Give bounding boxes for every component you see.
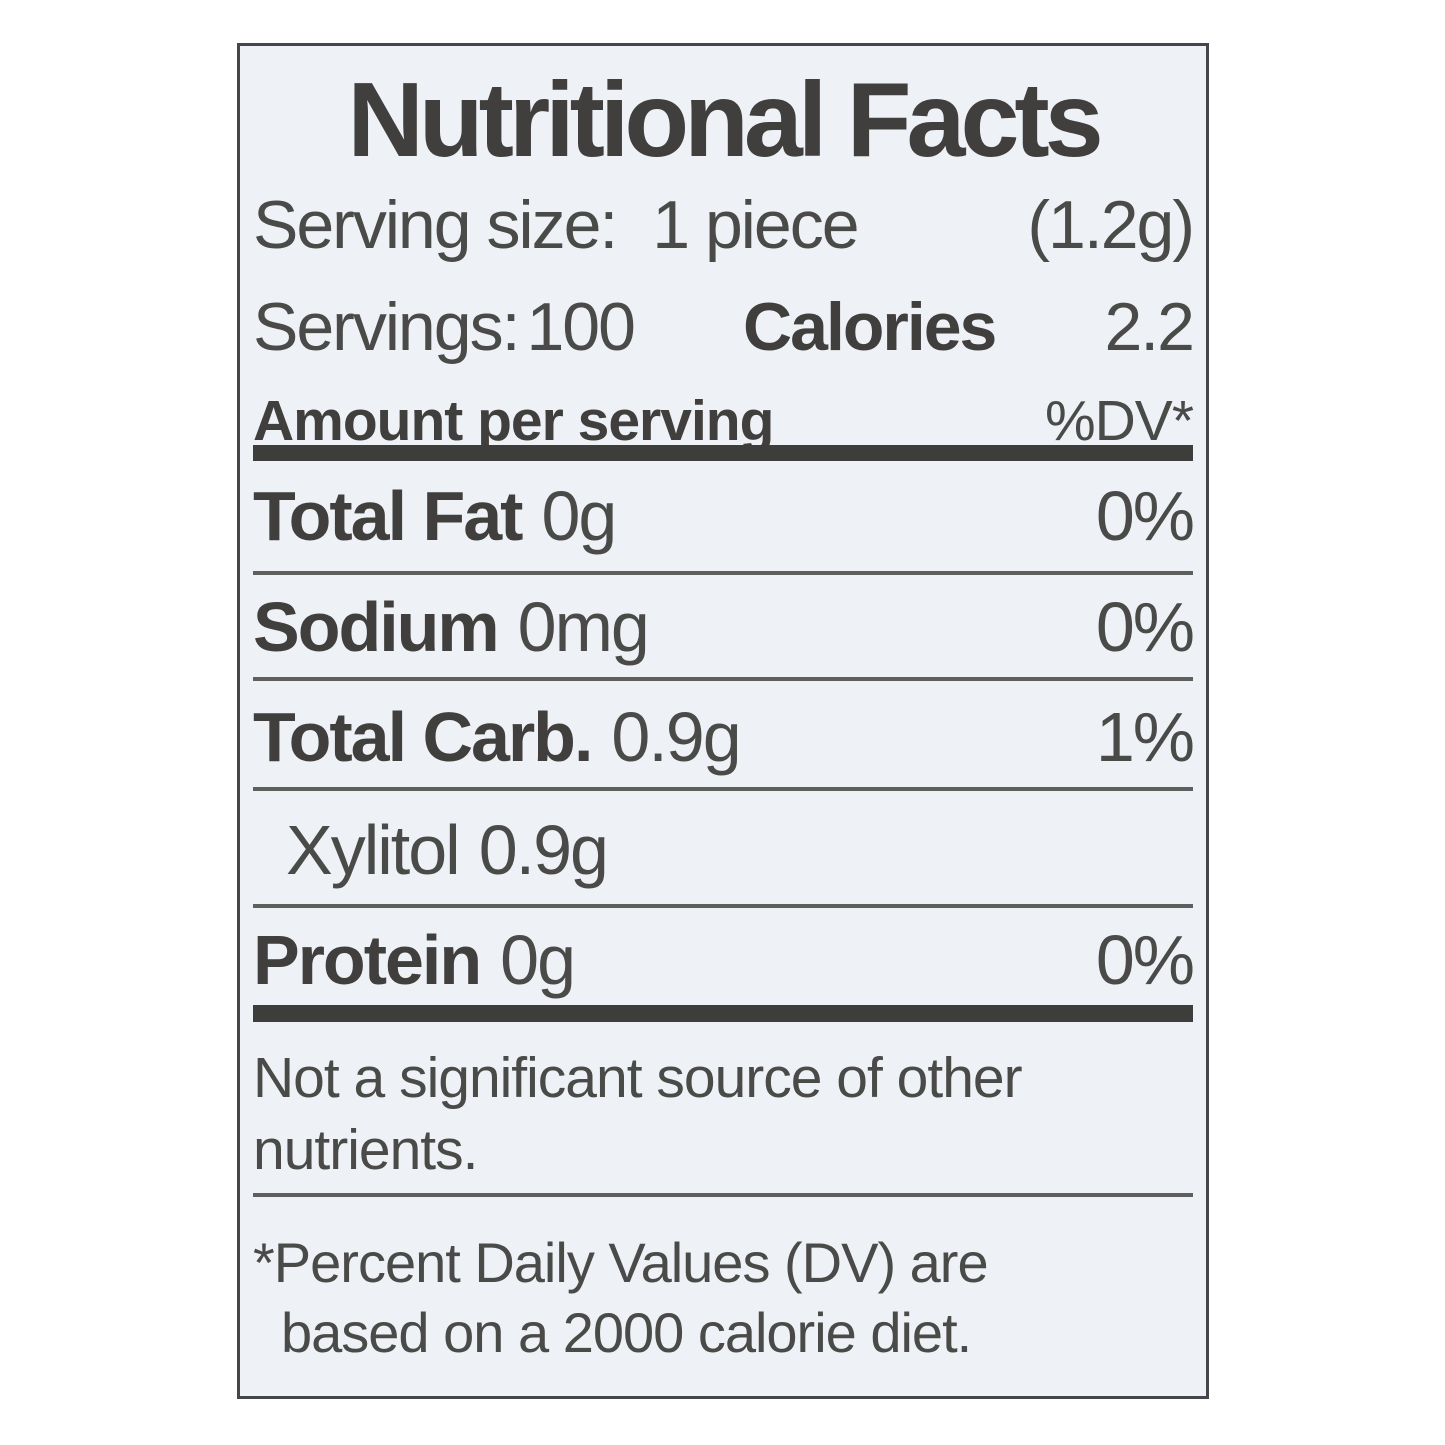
footnote-line-1: *Percent Daily Values (DV) are (253, 1231, 989, 1294)
servings-value: 100 (526, 289, 635, 365)
row-divider (253, 571, 1193, 575)
row-divider (253, 904, 1193, 908)
nutrient-amount: 0.9g (611, 698, 741, 776)
nutrient-amount: 0g (541, 477, 617, 555)
nutrition-facts-label: Nutritional Facts Serving size: 1 piece … (237, 43, 1209, 1399)
nutrient-dv: 1% (1095, 698, 1195, 776)
other-nutrients-note: Not a significant source of other nutrie… (253, 1042, 1193, 1186)
column-header-row: Amount per serving %DV* (253, 388, 1194, 454)
percent-dv-header: %DV* (1044, 389, 1194, 453)
nutrient-dv: 0% (1095, 477, 1195, 555)
serving-size-value: 1 piece (652, 187, 859, 263)
daily-values-footnote: *Percent Daily Values (DV) are based on … (253, 1228, 1193, 1368)
nutrient-row-xylitol: Xylitol 0.9g (286, 810, 1193, 890)
nutrient-amount: 0.9g (478, 811, 609, 889)
nutrient-row-total-fat: Total Fat 0g 0% (253, 476, 1195, 556)
nutrient-name: Xylitol (286, 811, 461, 889)
row-divider (253, 677, 1193, 681)
thick-separator-bar-top (253, 445, 1193, 461)
nutrient-name: Sodium (253, 588, 500, 666)
servings-calories-row: Servings: 100 Calories 2.2 (253, 288, 1195, 366)
nutrient-row-total-carb: Total Carb. 0.9g 1% (253, 697, 1195, 777)
serving-size-row: Serving size: 1 piece (1.2g) (253, 186, 1195, 264)
nutrient-row-sodium: Sodium 0mg 0% (253, 587, 1195, 667)
thick-separator-bar-bottom (253, 1005, 1193, 1022)
servings-label: Servings: (253, 289, 520, 365)
calories-value: 2.2 (1104, 289, 1195, 365)
nutrient-name: Total Fat (253, 477, 523, 555)
row-divider (253, 787, 1193, 791)
serving-weight-value: (1.2g) (1027, 187, 1195, 263)
nutrient-name: Protein (253, 921, 482, 999)
label-title: Nutritional Facts (347, 61, 1103, 179)
nutrient-dv: 0% (1095, 588, 1195, 666)
amount-per-serving-header: Amount per serving (253, 389, 774, 453)
footnote-divider (253, 1193, 1193, 1197)
note-line-2: nutrients. (253, 1118, 478, 1182)
footnote-line-2: based on a 2000 calorie diet. (281, 1301, 972, 1364)
note-line-1: Not a significant source of other (253, 1046, 1023, 1110)
nutrient-amount: 0mg (517, 588, 650, 666)
calories-label: Calories (743, 289, 997, 365)
nutrient-amount: 0g (500, 921, 576, 999)
nutrient-name: Total Carb. (253, 698, 593, 776)
nutrient-row-protein: Protein 0g 0% (253, 920, 1195, 1000)
serving-size-label: Serving size: (253, 187, 618, 263)
nutrient-dv: 0% (1095, 921, 1195, 999)
